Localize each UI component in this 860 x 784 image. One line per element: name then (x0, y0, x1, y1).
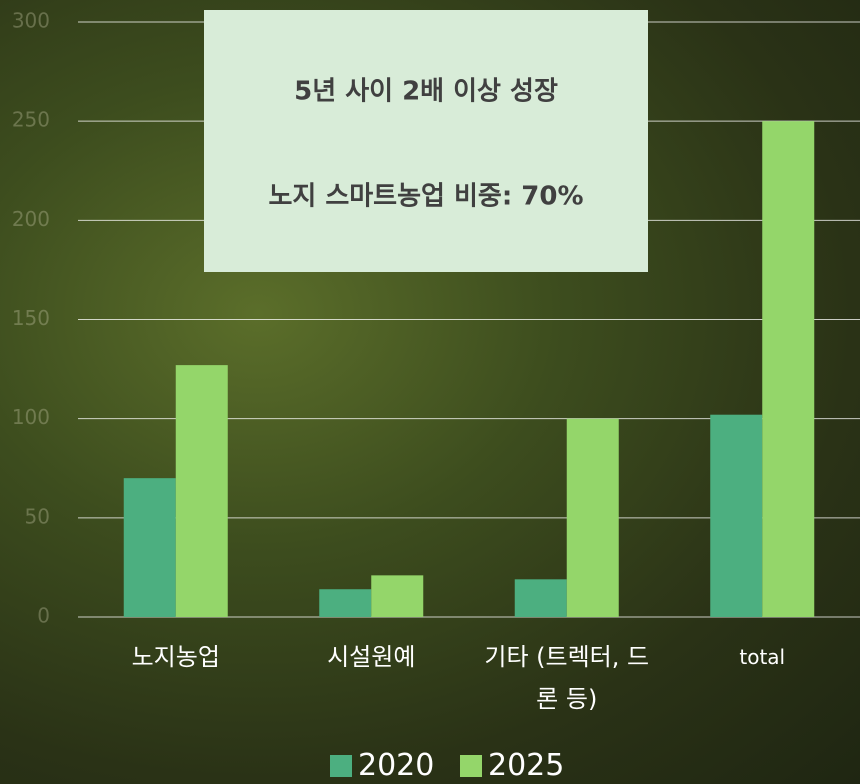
y-tick-label: 0 (37, 604, 50, 628)
bar (762, 121, 814, 617)
bar (176, 365, 228, 617)
x-tick-label: 시설원예 (281, 636, 461, 678)
y-tick-label: 100 (12, 405, 50, 429)
legend-label: 2025 (488, 748, 564, 783)
bar (567, 419, 619, 617)
bar (515, 579, 567, 617)
y-tick-label: 200 (12, 207, 50, 231)
bar (124, 478, 176, 617)
legend-label: 2020 (358, 748, 434, 783)
y-tick-label: 250 (12, 108, 50, 132)
chart: 0 50 100 150 200 250 300 5년 사이 2배 이상 성장노지 스마트농… (0, 0, 860, 784)
x-tick-label: 기타 (트렉터, 드론 등) (477, 636, 657, 720)
legend-swatch (460, 755, 482, 777)
annotation: 노지 스마트농업 비중: 70% (268, 182, 583, 212)
y-tick-label: 50 (25, 504, 50, 528)
legend-swatch (330, 755, 352, 777)
bar (371, 575, 423, 617)
x-tick-label: 노지농업 (86, 636, 266, 678)
legend-item: 2020 (330, 748, 434, 783)
y-tick-label: 300 (12, 9, 50, 33)
legend-item: 2025 (460, 748, 564, 783)
x-tick-label: total (672, 636, 852, 678)
annotation-box (204, 10, 648, 272)
y-tick-label: 150 (12, 306, 50, 330)
annotation: 5년 사이 2배 이상 성장 (294, 77, 558, 107)
bar (710, 415, 762, 617)
bar (319, 589, 371, 617)
